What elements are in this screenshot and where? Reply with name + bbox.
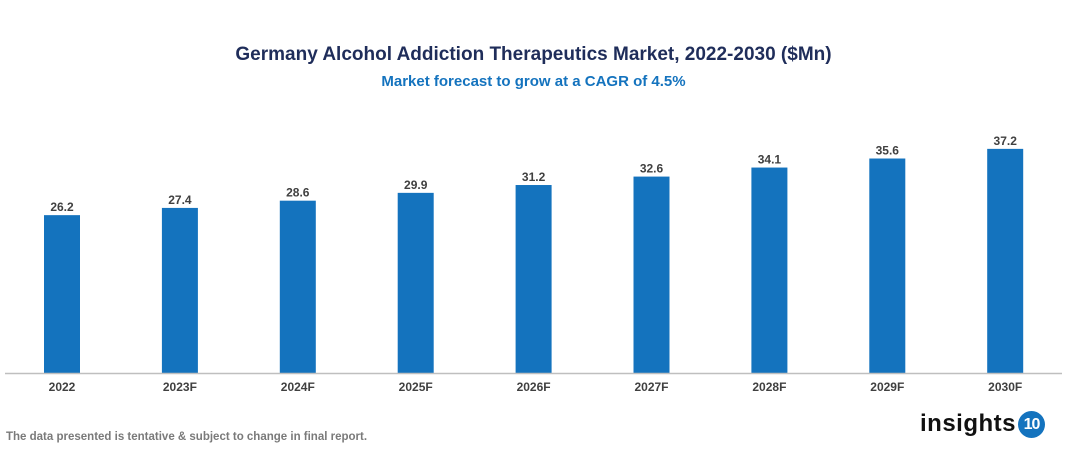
x-tick-label: 2024F bbox=[281, 380, 315, 394]
x-tick-label: 2028F bbox=[752, 380, 786, 394]
bar bbox=[751, 167, 788, 373]
chart-subtitle: Market forecast to grow at a CAGR of 4.5… bbox=[381, 73, 686, 90]
x-tick-label: 2029F bbox=[870, 380, 904, 394]
data-label: 34.1 bbox=[758, 153, 782, 167]
x-tick-label: 2022 bbox=[49, 380, 76, 394]
data-label: 26.2 bbox=[50, 200, 74, 214]
x-tick-label: 2025F bbox=[399, 380, 433, 394]
bar bbox=[987, 148, 1024, 373]
bar bbox=[633, 176, 670, 373]
logo-number: 10 bbox=[1018, 410, 1046, 438]
x-tick-label: 2026F bbox=[517, 380, 551, 394]
bar-chart: 26.2 2022 27.4 2023F 28.6 2024F 29.9 2025F 31.2 2… bbox=[5, 134, 1062, 394]
bar bbox=[869, 158, 906, 373]
data-label: 37.2 bbox=[994, 134, 1018, 148]
bar bbox=[515, 185, 552, 373]
footnote: The data presented is tentative & subjec… bbox=[6, 431, 368, 443]
x-tick-label: 2023F bbox=[163, 380, 197, 394]
bar bbox=[44, 215, 80, 373]
bar bbox=[397, 192, 434, 373]
data-label: 29.9 bbox=[404, 178, 428, 192]
data-label: 27.4 bbox=[168, 193, 192, 207]
insights10-logo: insights 10 bbox=[920, 410, 1046, 438]
x-tick-label: 2030F bbox=[988, 380, 1022, 394]
data-label: 35.6 bbox=[876, 144, 900, 158]
bar bbox=[161, 207, 198, 373]
x-tick-label: 2027F bbox=[634, 380, 668, 394]
chart-title: Germany Alcohol Addiction Therapeutics M… bbox=[235, 44, 832, 65]
data-label: 28.6 bbox=[286, 186, 310, 200]
data-label: 31.2 bbox=[522, 170, 546, 184]
bar bbox=[279, 200, 316, 373]
logo-text: insights bbox=[920, 410, 1017, 437]
data-label: 32.6 bbox=[640, 162, 664, 176]
